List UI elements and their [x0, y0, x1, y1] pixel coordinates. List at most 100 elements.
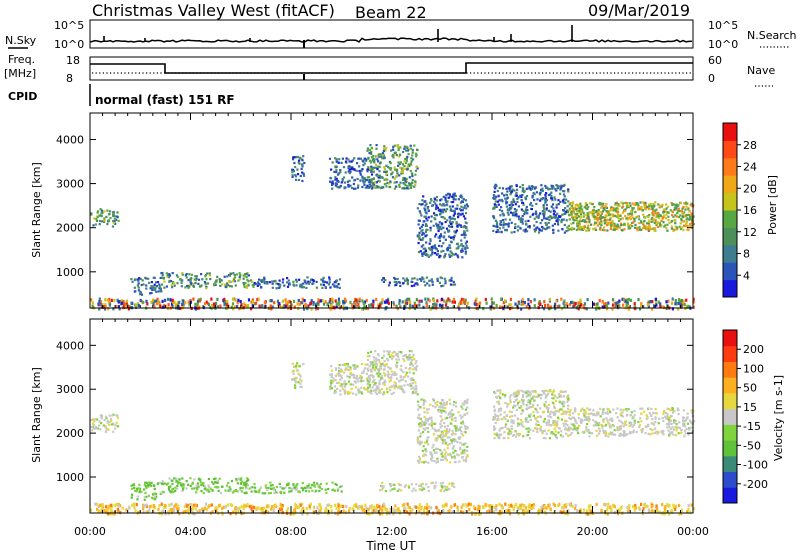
- power-cell: [155, 299, 158, 303]
- velocity-cell: [444, 433, 447, 437]
- velocity-cell: [550, 410, 553, 413]
- power-cell: [448, 299, 451, 303]
- power-cell: [524, 230, 527, 233]
- power-cell: [236, 301, 239, 305]
- velocity-cell: [396, 354, 399, 357]
- power-cell: [150, 292, 153, 295]
- velocity-cell: [269, 491, 272, 495]
- power-cell: [586, 298, 589, 302]
- power-cell: [407, 152, 410, 156]
- velocity-cell: [630, 411, 633, 414]
- power-cell: [242, 274, 245, 277]
- velocity-cell: [353, 364, 356, 367]
- velocity-region: [328, 362, 381, 396]
- power-cell: [100, 209, 103, 212]
- power-cell: [414, 282, 417, 285]
- velocity-cell: [327, 487, 330, 491]
- power-cell: [437, 209, 440, 212]
- velocity-cell: [528, 390, 531, 393]
- velocity-cell: [190, 487, 194, 490]
- velocity-cell: [672, 433, 675, 436]
- velocity-cell: [506, 405, 509, 408]
- power-cell: [645, 222, 649, 225]
- power-cell: [559, 200, 562, 203]
- velocity-cell: [435, 447, 438, 450]
- power-cell: [382, 149, 385, 153]
- velocity-cell: [432, 398, 435, 401]
- power-cell: [527, 225, 530, 228]
- velocity-cell: [441, 442, 444, 445]
- power-cell: [114, 215, 117, 218]
- velocity-cell: [554, 430, 557, 433]
- power-cell: [407, 182, 411, 185]
- power-cell: [448, 235, 451, 238]
- power-cell: [640, 221, 643, 224]
- velocity-cell: [350, 387, 353, 390]
- power-cell: [216, 297, 219, 301]
- velocity-cell: [451, 409, 454, 412]
- velocity-cell: [254, 486, 257, 489]
- power-cell: [633, 302, 636, 306]
- power-cell: [532, 191, 535, 195]
- power-cell: [556, 212, 559, 215]
- power-cell: [362, 160, 365, 163]
- power-cell: [639, 201, 642, 204]
- velocity-cell: [172, 491, 175, 494]
- power-cell: [419, 277, 422, 281]
- velocity-cell: [412, 379, 415, 382]
- power-cell: [160, 290, 163, 293]
- power-cell: [599, 218, 602, 221]
- power-cell: [371, 181, 374, 184]
- velocity-cell: [460, 426, 463, 429]
- power-cell: [445, 227, 449, 230]
- power-cell: [415, 282, 419, 285]
- power-cell: [411, 178, 414, 182]
- velocity-cell: [521, 401, 524, 404]
- velocity-cell: [181, 489, 184, 492]
- velocity-cell: [241, 487, 244, 490]
- velocity-cell: [463, 452, 466, 455]
- power-cell: [317, 299, 321, 303]
- power-cell: [457, 212, 460, 215]
- velocity-cell: [338, 364, 341, 367]
- power-cell: [273, 280, 276, 283]
- velocity-cell: [635, 430, 638, 433]
- power-cell: [453, 253, 456, 256]
- velocity-cell: [466, 400, 469, 403]
- power-cell: [441, 208, 444, 211]
- velocity-cell: [250, 490, 253, 493]
- power-cell: [97, 302, 100, 306]
- power-cell: [395, 185, 398, 188]
- velocity-cell: [686, 412, 689, 415]
- power-cell: [442, 211, 445, 214]
- velocity-cell: [269, 484, 272, 487]
- velocity-cell: [245, 487, 248, 490]
- power-cell: [244, 303, 247, 308]
- velocity-cell: [445, 403, 449, 406]
- power-cell: [139, 291, 143, 294]
- power-cell: [683, 211, 686, 214]
- velocity-cell: [560, 413, 563, 416]
- power-cell: [442, 284, 445, 287]
- velocity-cell: [138, 491, 141, 494]
- power-cell: [205, 278, 208, 281]
- power-cell: [632, 221, 635, 224]
- power-cell: [616, 208, 619, 211]
- velocity-cell: [175, 479, 178, 482]
- power-cell: [540, 188, 543, 191]
- power-cell: [161, 299, 164, 303]
- power-cell: [333, 170, 336, 173]
- power-cell: [422, 237, 425, 240]
- power-cell: [449, 217, 452, 220]
- power-cell: [216, 275, 219, 278]
- power-cell: [433, 217, 436, 220]
- velocity-cell: [517, 401, 520, 404]
- power-cell: [548, 226, 551, 229]
- velocity-cell: [411, 382, 414, 385]
- velocity-cell: [493, 410, 496, 413]
- power-cell: [415, 298, 418, 302]
- velocity-cell: [465, 427, 468, 430]
- power-cell: [592, 228, 595, 231]
- power-cell: [563, 209, 566, 212]
- power-cell: [527, 298, 530, 302]
